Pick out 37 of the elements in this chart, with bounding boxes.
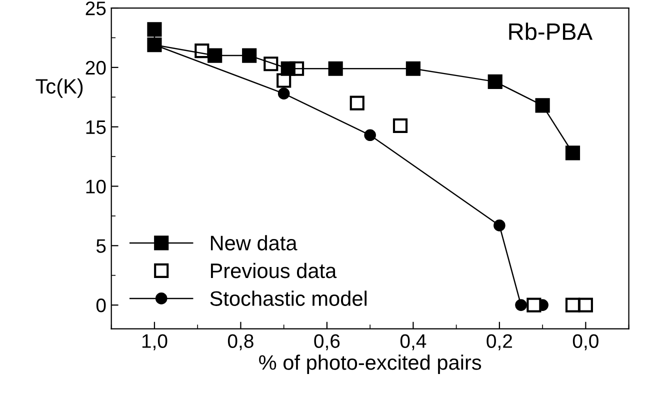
annotation: Rb-PBA — [509, 22, 593, 40]
point — [578, 298, 593, 312]
legend-label: Previous data — [210, 262, 337, 278]
point — [526, 298, 542, 312]
point — [488, 74, 502, 89]
point — [276, 73, 292, 88]
point — [278, 88, 290, 100]
point — [147, 22, 162, 37]
y-tick-label: 20 — [86, 60, 106, 75]
point — [208, 48, 222, 63]
point — [565, 146, 580, 160]
point — [350, 96, 364, 110]
point — [392, 118, 408, 133]
point — [406, 61, 420, 76]
x-tick-label: 0,2 — [486, 334, 512, 350]
y-tick-label: 5 — [96, 239, 106, 253]
x-axis-title: % of photo-excited pairs — [259, 354, 482, 374]
point — [515, 299, 527, 311]
x-tick-label: 0,6 — [314, 334, 340, 350]
y-tick-label: 10 — [86, 180, 106, 194]
x-tick-label: 0,4 — [400, 334, 426, 350]
point — [242, 48, 257, 63]
legend-label: Stochastic model — [210, 290, 367, 306]
point — [280, 61, 296, 76]
point — [328, 61, 343, 76]
x-tick-label: 1,0 — [142, 334, 168, 350]
y-axis-title: Tc(K) — [36, 78, 83, 98]
y-tick-label: 25 — [86, 1, 106, 16]
legend-label: New data — [210, 235, 298, 250]
point — [364, 129, 376, 142]
x-tick-label: 0,8 — [228, 334, 254, 350]
x-tick-label: 0,0 — [572, 334, 598, 350]
y-tick-label: 0 — [96, 298, 106, 312]
point — [494, 220, 506, 232]
point — [535, 98, 550, 113]
point — [565, 298, 580, 312]
y-tick-label: 15 — [86, 120, 106, 134]
